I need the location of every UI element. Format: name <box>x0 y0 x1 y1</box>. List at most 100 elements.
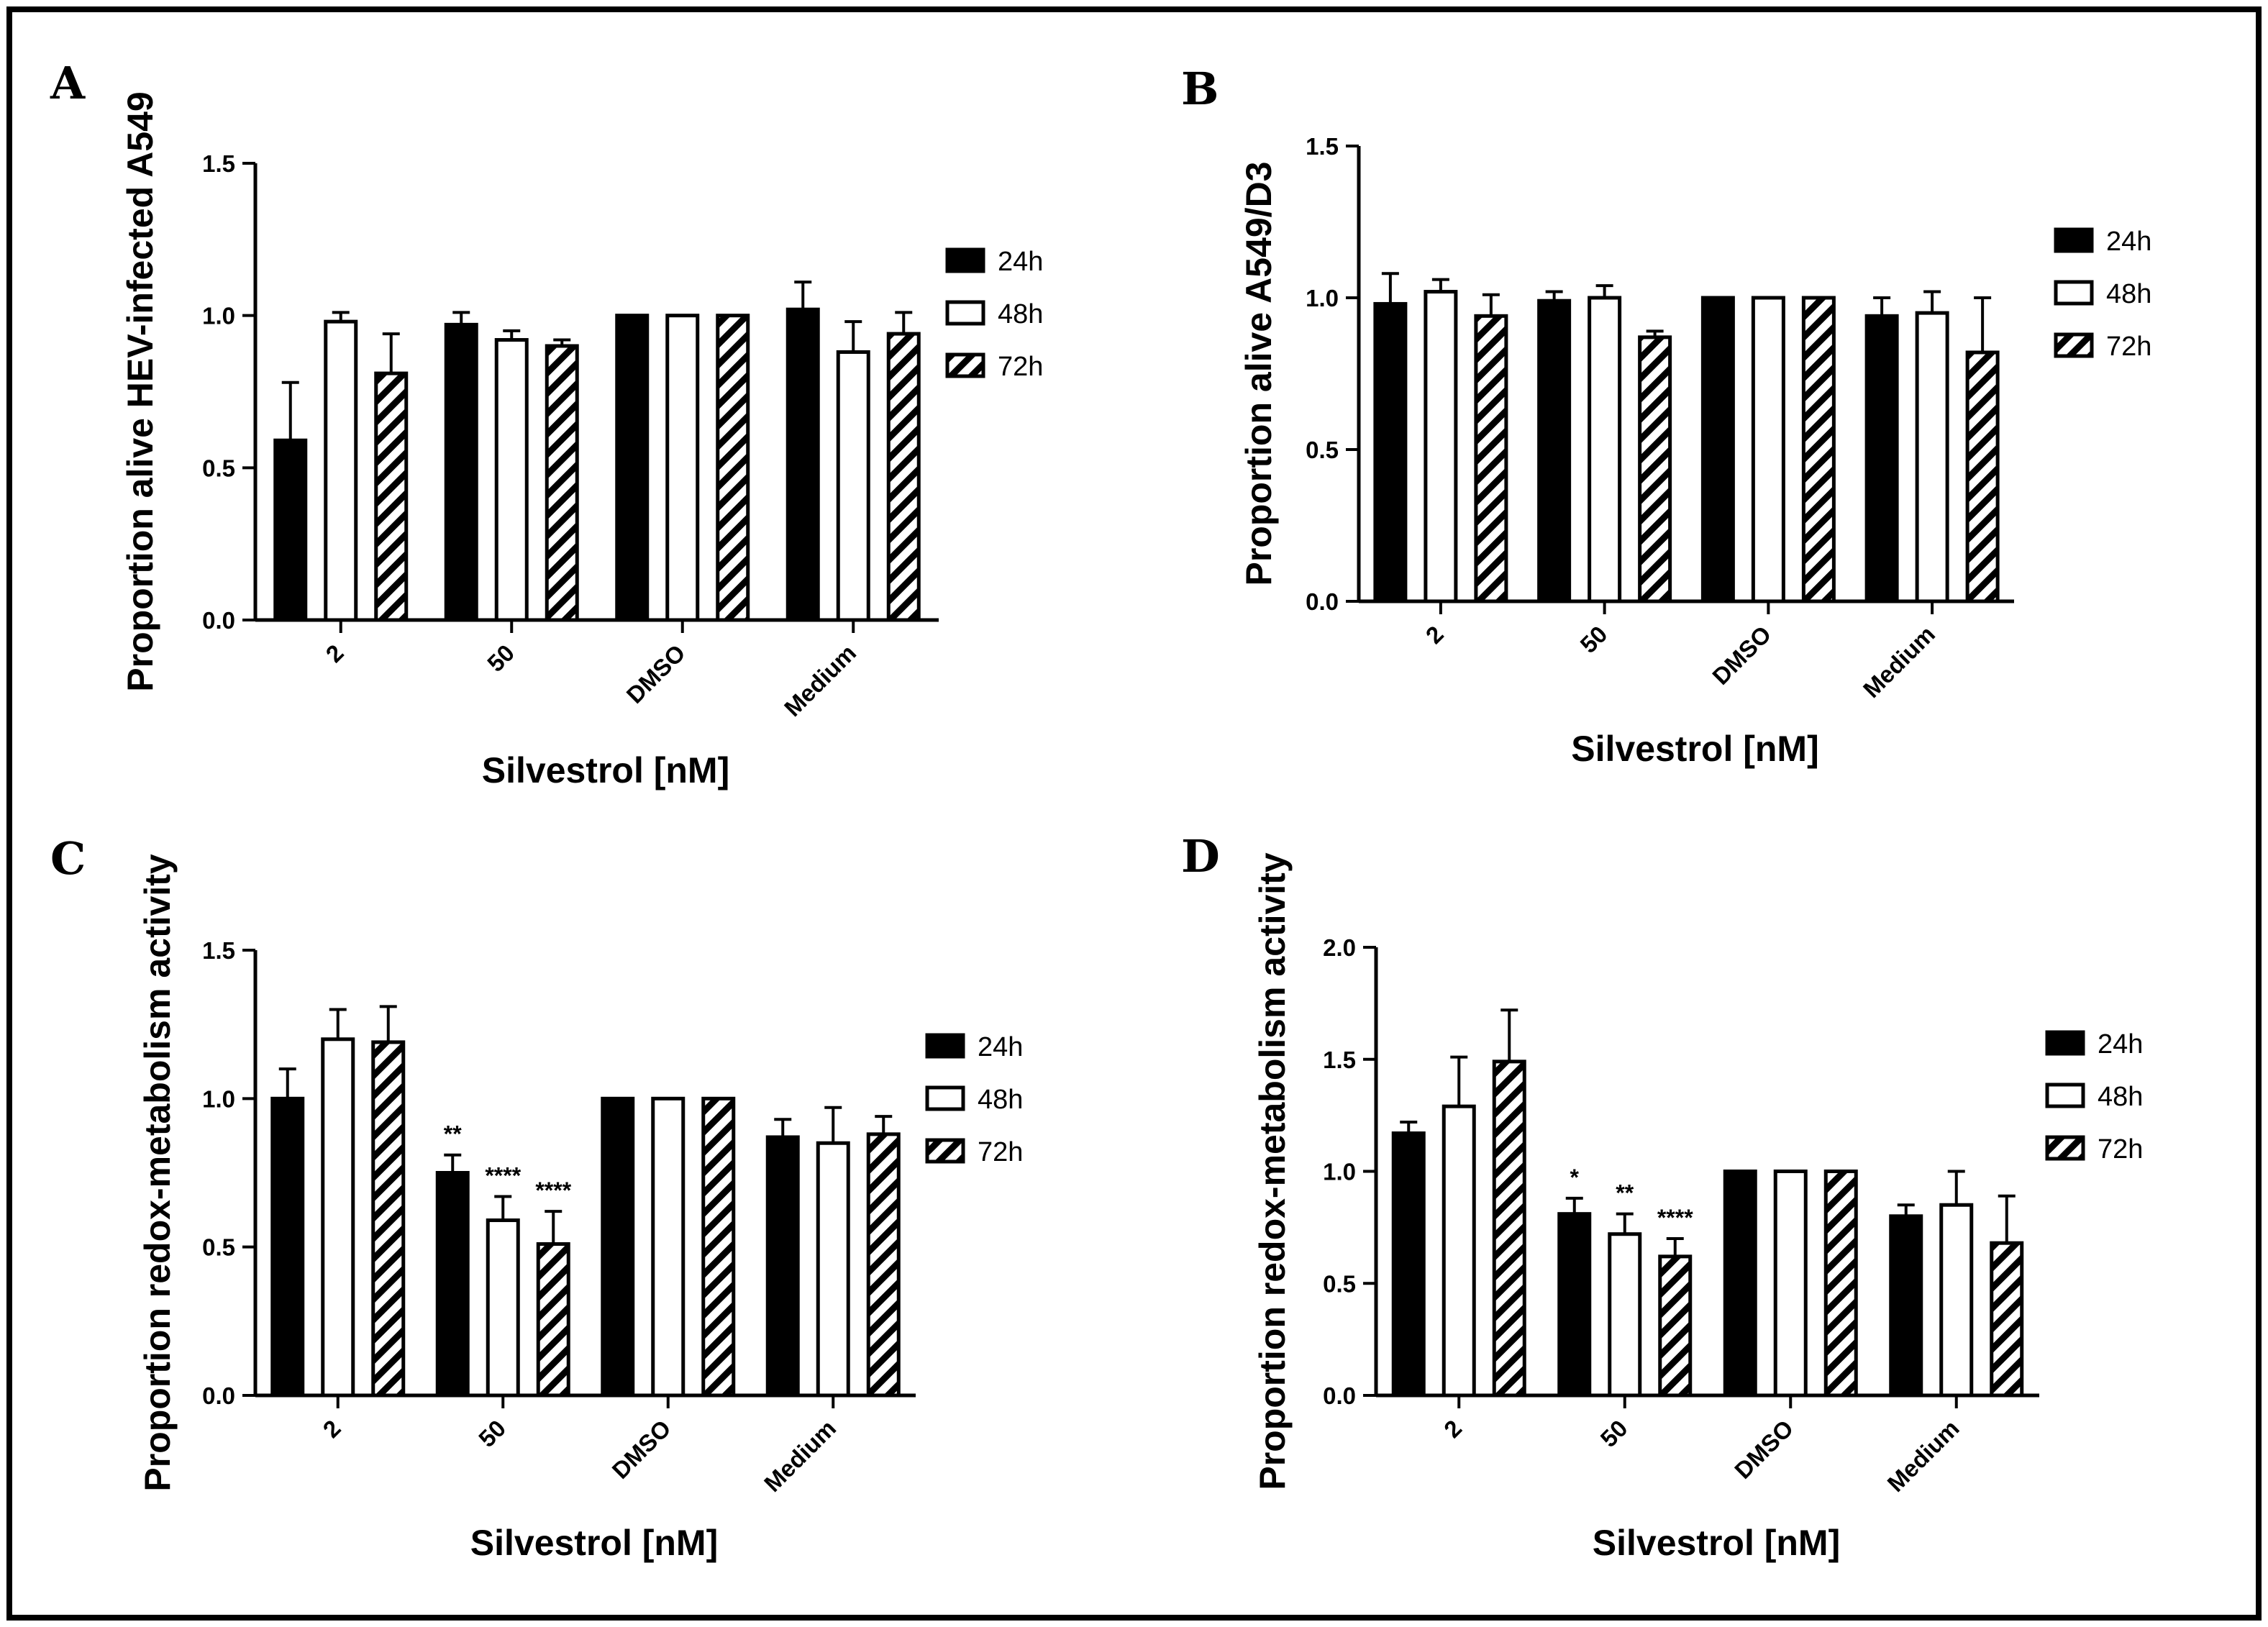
x-tick-label: 2 <box>318 1415 346 1443</box>
bar-72h-Medium <box>1965 350 2000 603</box>
legend-label-24h: 24h <box>978 1032 1023 1062</box>
y-tick-label: 0.0 <box>202 1382 235 1409</box>
y-axis-title: Proportion redox-metabolism activity <box>1252 852 1293 1490</box>
bar-24h-2 <box>270 1096 305 1398</box>
bar-48h-2 <box>1442 1104 1476 1398</box>
bar-72h-2 <box>1492 1059 1526 1398</box>
legend-swatch-72h <box>2045 1135 2085 1161</box>
legend-swatch-24h <box>2054 227 2094 253</box>
y-tick-label: 1.0 <box>202 1085 235 1112</box>
chart-panel-a: A 0.0 0.5 1.0 1.5 Proportion alive HEV-infect… <box>50 57 1043 790</box>
y-axis-title: Proportion alive HEV-infected A549 <box>120 91 160 691</box>
bar-48h-DMSO <box>651 1096 686 1398</box>
legend-label-72h: 72h <box>2106 332 2151 362</box>
significance-marker: ** <box>1616 1180 1634 1206</box>
x-tick-label: Medium <box>1858 621 1940 703</box>
legend-label-48h: 48h <box>978 1085 1023 1115</box>
chart-panel-b: B 0.0 0.5 1.0 1.5 Proportion alive A549/D3 Sil… <box>1181 63 2151 769</box>
x-axis-title: Silvestrol [nM] <box>470 1523 718 1563</box>
legend-label-48h: 48h <box>2106 279 2151 309</box>
panel-letter: A <box>50 57 86 109</box>
bar-72h-Medium <box>886 332 921 622</box>
bar-48h-Medium <box>836 350 870 622</box>
y-tick-label: 1.0 <box>202 303 235 329</box>
bar-72h-2 <box>1474 314 1508 603</box>
y-axis-title: Proportion alive A549/D3 <box>1239 162 1279 586</box>
bar-24h-Medium <box>1864 314 1899 603</box>
legend-swatch-72h <box>945 352 985 378</box>
bar-48h-50 <box>494 338 529 622</box>
x-tick-label: 50 <box>473 1415 511 1452</box>
chart-panel-c: C 0.0 0.5 1.0 1.5 Proportion redox-metabolism… <box>50 832 1023 1563</box>
y-tick-label: 1.0 <box>1306 285 1339 311</box>
x-tick-label: DMSO <box>1707 621 1776 690</box>
bar-24h-2 <box>1391 1131 1426 1398</box>
legend-label-48h: 48h <box>998 299 1043 329</box>
bar-24h-50 <box>1537 298 1572 603</box>
y-tick-label: 1.5 <box>1323 1047 1356 1073</box>
legend-label-72h: 72h <box>2098 1134 2143 1165</box>
legend-swatch-72h <box>925 1138 965 1164</box>
bar-48h-Medium <box>816 1141 850 1398</box>
bar-72h-50 <box>1638 335 1672 603</box>
x-tick-label: 50 <box>1595 1415 1633 1452</box>
legend: 24h 48h 72h <box>2054 227 2151 362</box>
figure-border <box>6 6 2262 1621</box>
x-axis-title: Silvestrol [nM] <box>1571 729 1818 769</box>
y-tick-label: 1.5 <box>1306 133 1339 160</box>
x-axis-title: Silvestrol [nM] <box>482 750 729 790</box>
legend-label-24h: 24h <box>998 247 1043 277</box>
significance-marker: **** <box>485 1163 521 1189</box>
bar-72h-DMSO <box>716 314 750 622</box>
legend-swatch-48h <box>2054 280 2094 306</box>
y-tick-label: 2.0 <box>1323 934 1356 961</box>
y-tick-label: 1.0 <box>1323 1159 1356 1185</box>
bar-72h-DMSO <box>1823 1170 1858 1398</box>
bar-72h-50 <box>545 344 579 622</box>
x-tick-label: DMSO <box>621 639 691 708</box>
panel-letter: B <box>1181 63 1219 115</box>
bar-48h-DMSO <box>1751 296 1785 603</box>
bar-24h-DMSO <box>601 1096 635 1398</box>
legend: 24h 48h 72h <box>945 247 1043 382</box>
bar-72h-50 <box>1658 1254 1693 1398</box>
bar-24h-2 <box>1373 301 1408 603</box>
legend-swatch-24h <box>2045 1030 2085 1056</box>
x-tick-label: 2 <box>1421 621 1449 649</box>
significance-marker: **** <box>535 1177 571 1203</box>
significance-marker: ** <box>444 1121 462 1147</box>
bar-24h-2 <box>273 438 308 622</box>
x-tick-label: DMSO <box>607 1415 676 1484</box>
x-tick-label: 2 <box>321 639 349 667</box>
bar-48h-Medium <box>1915 311 1949 603</box>
bar-24h-50 <box>435 1171 470 1398</box>
x-tick-label: Medium <box>1882 1415 1964 1497</box>
y-tick-label: 0.5 <box>1323 1270 1356 1297</box>
bar-48h-2 <box>324 319 358 622</box>
x-tick-label: 2 <box>1439 1415 1467 1443</box>
y-tick-label: 1.5 <box>202 150 235 177</box>
y-tick-label: 0.0 <box>1306 588 1339 615</box>
legend-label-24h: 24h <box>2106 227 2151 257</box>
legend-swatch-48h <box>2045 1083 2085 1108</box>
legend-swatch-48h <box>945 300 985 326</box>
bar-72h-2 <box>371 1040 406 1398</box>
bar-24h-50 <box>444 322 478 622</box>
significance-marker: * <box>1570 1165 1580 1190</box>
legend-swatch-24h <box>945 247 985 273</box>
legend: 24h 48h 72h <box>925 1032 1023 1167</box>
legend-label-48h: 48h <box>2098 1082 2143 1112</box>
x-tick-label: Medium <box>759 1415 841 1497</box>
bar-24h-Medium <box>765 1135 800 1398</box>
x-tick-label: 50 <box>1575 621 1612 658</box>
y-tick-label: 0.5 <box>1306 437 1339 463</box>
x-tick-label: Medium <box>779 639 861 721</box>
y-tick-label: 0.0 <box>1323 1382 1356 1409</box>
bar-72h-DMSO <box>1801 296 1836 603</box>
bar-48h-DMSO <box>1773 1170 1808 1398</box>
bar-48h-50 <box>1608 1232 1642 1398</box>
x-axis-title: Silvestrol [nM] <box>1593 1523 1840 1563</box>
bar-48h-50 <box>486 1218 520 1398</box>
bar-72h-2 <box>374 371 409 622</box>
